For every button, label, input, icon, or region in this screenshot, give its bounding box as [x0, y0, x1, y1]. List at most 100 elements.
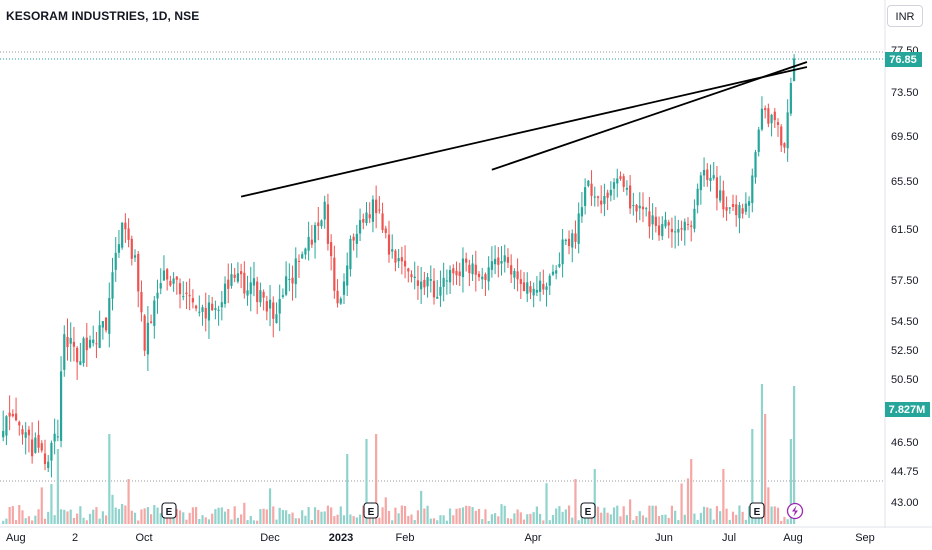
trendline-lower[interactable]	[491, 61, 808, 171]
volume-bar	[606, 512, 609, 524]
candle-body	[59, 371, 63, 441]
volume-bar	[764, 414, 767, 524]
candle-body	[149, 321, 153, 323]
volume-bar	[657, 516, 661, 524]
earnings-marker[interactable]	[749, 502, 765, 519]
volume-bar	[384, 497, 387, 524]
volume-bar	[503, 505, 506, 524]
candle-body	[587, 180, 590, 186]
volume-bar	[137, 520, 140, 524]
candle-body	[333, 257, 336, 291]
candle-body	[680, 228, 683, 230]
volume-bar	[220, 507, 223, 524]
last-price-badge: 76.85	[885, 52, 922, 67]
candle-body	[577, 213, 580, 244]
volume-bar	[487, 520, 490, 524]
volume-bar	[268, 488, 272, 524]
volume-bar	[542, 520, 545, 524]
candle-body	[182, 296, 185, 298]
candle-body	[416, 280, 420, 286]
volume-bar	[690, 459, 693, 524]
candle-body	[767, 108, 770, 124]
volume-bar	[162, 513, 166, 524]
volume-bar	[522, 519, 526, 524]
candle-body	[34, 437, 37, 453]
volume-bar	[497, 516, 500, 524]
earnings-marker[interactable]	[580, 502, 596, 519]
earnings-marker-label: E	[585, 507, 592, 518]
candle-body	[365, 212, 368, 224]
candle-body	[256, 281, 259, 303]
volume-bar	[629, 499, 632, 524]
lightning-icon[interactable]	[786, 502, 804, 520]
volume-bar	[371, 514, 375, 524]
volume-bar	[561, 511, 564, 524]
candle-body	[529, 286, 532, 293]
volume-bar	[182, 512, 185, 524]
candle-body	[355, 233, 358, 244]
earnings-marker[interactable]	[363, 502, 379, 519]
volume-bar	[108, 434, 111, 524]
candle-body	[198, 311, 201, 313]
price-tick: 65.50	[891, 176, 919, 188]
volume-bar	[355, 517, 358, 524]
candle-body	[661, 223, 664, 237]
candle-body	[731, 204, 735, 207]
candle-body	[137, 253, 140, 292]
volume-bar	[674, 510, 677, 524]
candle-body	[217, 309, 220, 311]
candle-body	[693, 208, 696, 229]
candle-body	[503, 255, 506, 262]
candle-body	[246, 290, 249, 296]
volume-bar	[587, 513, 590, 524]
volume-bar	[127, 479, 130, 524]
candle-body	[651, 215, 654, 225]
volume-bar	[551, 514, 555, 524]
earnings-marker-label: E	[368, 507, 375, 518]
candle-body	[153, 300, 156, 326]
candle-body	[442, 277, 445, 287]
volume-bar	[365, 439, 368, 524]
volume-bar	[558, 506, 561, 524]
volume-bar	[156, 507, 159, 524]
candle-body	[111, 272, 114, 299]
candle-body	[780, 126, 783, 146]
volume-bar	[442, 515, 445, 524]
volume-bar	[349, 514, 352, 524]
candle-body	[439, 286, 442, 296]
volume-bar	[699, 512, 702, 524]
volume-bar	[159, 513, 162, 524]
candle-body	[166, 269, 169, 280]
candle-body	[690, 225, 693, 227]
volume-bar	[301, 510, 304, 524]
candle-body	[394, 250, 397, 263]
volume-bar	[664, 514, 667, 524]
candle-body	[751, 175, 754, 204]
candle-body	[207, 302, 211, 321]
candle-body	[510, 265, 513, 275]
candle-body	[545, 286, 548, 290]
trendline-upper[interactable]	[240, 66, 808, 198]
earnings-marker[interactable]	[161, 502, 177, 519]
volume-bar	[564, 509, 567, 524]
currency-button[interactable]: INR	[887, 5, 923, 27]
candle-body	[516, 271, 519, 280]
candle-body	[223, 283, 227, 304]
candle-body	[143, 315, 146, 351]
candle-body	[590, 183, 593, 196]
volume-bar	[757, 514, 760, 524]
candle-body	[696, 188, 699, 206]
candle-body	[127, 228, 130, 240]
volume-bar	[375, 434, 378, 524]
candle-body	[227, 279, 230, 289]
volume-bar	[715, 506, 719, 524]
volume-bar	[362, 505, 365, 524]
price-tick: 43.00	[891, 497, 919, 509]
candle-body	[265, 301, 268, 312]
candle-body	[278, 298, 281, 314]
volume-bar	[339, 506, 342, 524]
candle-body	[722, 190, 725, 210]
candle-body	[304, 248, 307, 255]
